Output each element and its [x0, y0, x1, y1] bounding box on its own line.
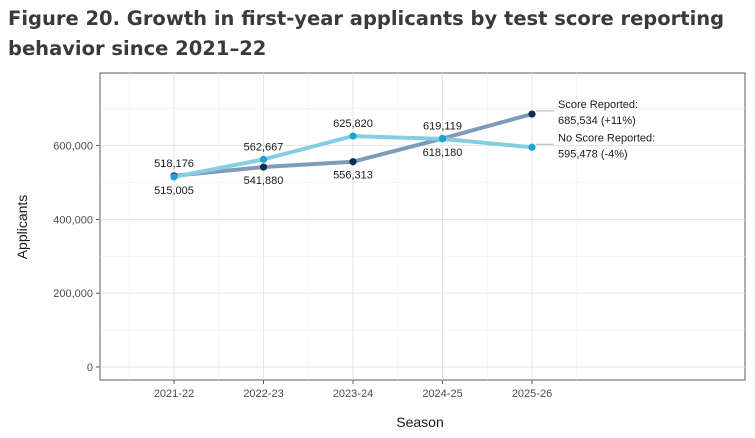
y-tick-label: 600,000 — [53, 141, 93, 153]
data-label: 556,313 — [333, 170, 373, 182]
data-label: 515,005 — [154, 185, 194, 197]
end-label: No Score Reported: — [558, 132, 655, 144]
x-axis: 2021-22 2022-23 2023-24 2024-25 2025-26 — [154, 380, 552, 400]
chart-title: Figure 20. Growth in first-year applican… — [8, 7, 725, 60]
x-tick-label: 2023-24 — [333, 388, 373, 400]
x-axis-title: Season — [396, 414, 443, 430]
data-point — [438, 135, 447, 143]
x-tick-label: 2021-22 — [154, 388, 194, 400]
y-tick-label: 200,000 — [53, 288, 93, 300]
y-axis-title: Applicants — [14, 195, 30, 260]
y-tick-label: 400,000 — [53, 214, 93, 226]
end-label: 595,478 (-4%) — [558, 148, 628, 160]
data-label: 562,667 — [244, 141, 284, 153]
data-point — [259, 163, 268, 171]
data-point — [170, 173, 178, 181]
data-point — [528, 110, 536, 118]
data-label: 541,880 — [244, 175, 284, 187]
data-point — [349, 158, 357, 166]
y-tick-label: 0 — [87, 362, 93, 374]
end-label: 685,534 (+11%) — [558, 115, 636, 127]
x-tick-label: 2025-26 — [512, 388, 552, 400]
series-group — [170, 110, 536, 181]
data-label: 518,176 — [154, 158, 194, 170]
y-axis: 0 200,000 400,000 600,000 — [53, 141, 100, 374]
data-labels: 518,176 541,880 556,313 619,119 515,005 562,6… — [154, 99, 655, 197]
data-point — [349, 132, 357, 140]
x-tick-label: 2024-25 — [422, 388, 462, 400]
data-label: 619,119 — [423, 121, 462, 133]
data-point — [259, 155, 268, 163]
plot-panel — [99, 72, 746, 381]
x-tick-label: 2022-23 — [243, 388, 283, 400]
gridlines — [100, 73, 745, 380]
data-point — [528, 143, 536, 151]
end-label: Score Reported: — [558, 99, 638, 111]
data-label: 618,180 — [423, 147, 463, 159]
data-label: 625,820 — [333, 118, 373, 130]
